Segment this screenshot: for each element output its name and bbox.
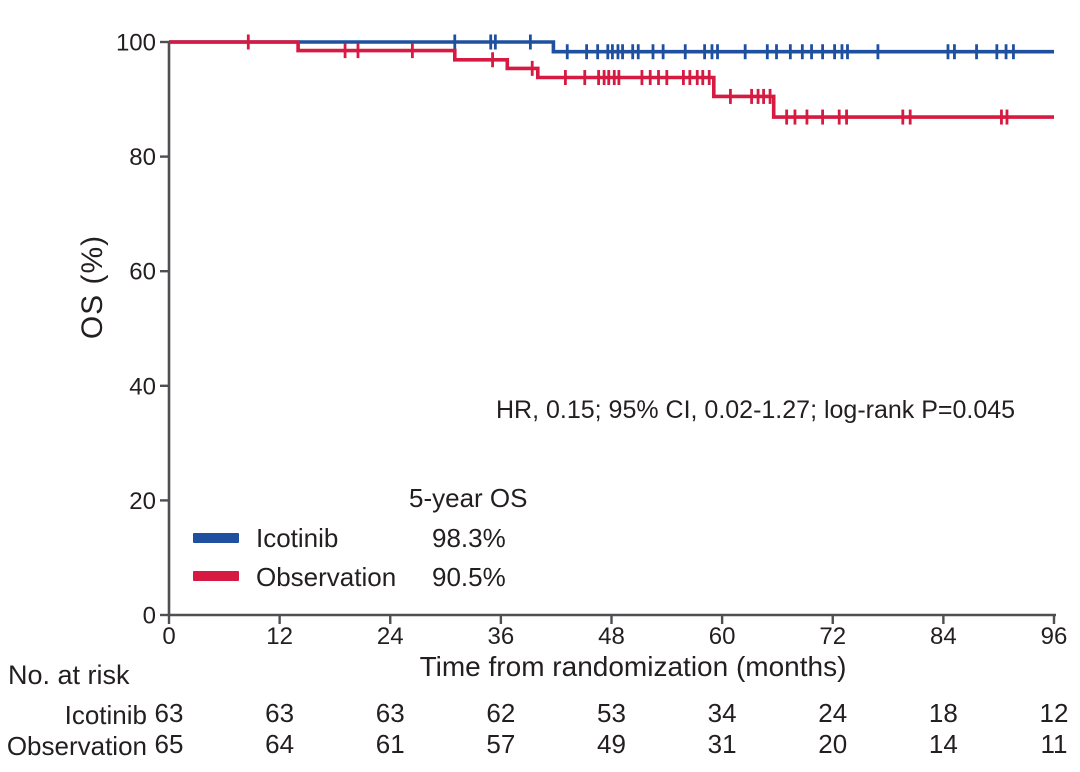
- risk-count-icotinib-36: 62: [486, 698, 515, 728]
- svg-text:24: 24: [377, 623, 404, 650]
- legend-label-icotinib: Icotinib: [256, 523, 339, 553]
- risk-count-observation-96: 11: [1041, 729, 1068, 759]
- legend-swatch-observation: [193, 571, 239, 581]
- risk-count-icotinib-24: 63: [376, 698, 405, 728]
- legend-header: 5-year OS: [409, 483, 528, 513]
- risk-count-observation-24: 61: [376, 729, 405, 759]
- risk-count-observation-36: 57: [486, 729, 515, 759]
- svg-text:100: 100: [116, 30, 156, 57]
- risk-count-icotinib-0: 63: [155, 698, 184, 728]
- svg-text:20: 20: [129, 488, 156, 515]
- risk-table-title: No. at risk: [8, 660, 130, 690]
- svg-text:48: 48: [598, 623, 625, 650]
- svg-text:80: 80: [129, 144, 156, 171]
- risk-count-observation-72: 20: [818, 729, 847, 759]
- risk-row-label-observation: Observation: [6, 731, 147, 761]
- y-axis-title: OS (%): [76, 234, 109, 340]
- legend-value-observation: 90.5%: [432, 562, 506, 592]
- legend-value-icotinib: 98.3%: [432, 523, 506, 553]
- legend-swatch-icotinib: [193, 533, 239, 543]
- svg-text:40: 40: [129, 373, 156, 400]
- svg-text:0: 0: [143, 603, 156, 630]
- risk-count-observation-48: 49: [597, 729, 626, 759]
- risk-count-observation-0: 65: [155, 729, 184, 759]
- svg-text:12: 12: [266, 623, 293, 650]
- risk-count-icotinib-84: 18: [929, 698, 958, 728]
- svg-text:0: 0: [162, 623, 175, 650]
- risk-count-icotinib-48: 53: [597, 698, 626, 728]
- legend-label-observation: Observation: [256, 562, 397, 592]
- svg-text:84: 84: [930, 623, 957, 650]
- risk-count-observation-84: 14: [929, 729, 958, 759]
- svg-text:96: 96: [1041, 623, 1068, 650]
- risk-count-icotinib-72: 24: [818, 698, 847, 728]
- risk-count-observation-12: 64: [265, 729, 294, 759]
- hr-annotation: HR, 0.15; 95% CI, 0.02-1.27; log-rank P=…: [496, 396, 1016, 424]
- risk-count-icotinib-60: 34: [708, 698, 737, 728]
- risk-row-label-icotinib: Icotinib: [64, 700, 147, 730]
- risk-count-observation-60: 31: [708, 729, 737, 759]
- svg-text:72: 72: [819, 623, 846, 650]
- svg-text:60: 60: [709, 623, 736, 650]
- x-axis-title: Time from randomization (months): [419, 651, 847, 682]
- risk-count-icotinib-12: 63: [265, 698, 294, 728]
- svg-text:36: 36: [488, 623, 515, 650]
- svg-text:60: 60: [129, 259, 156, 286]
- risk-count-icotinib-96: 12: [1040, 698, 1069, 728]
